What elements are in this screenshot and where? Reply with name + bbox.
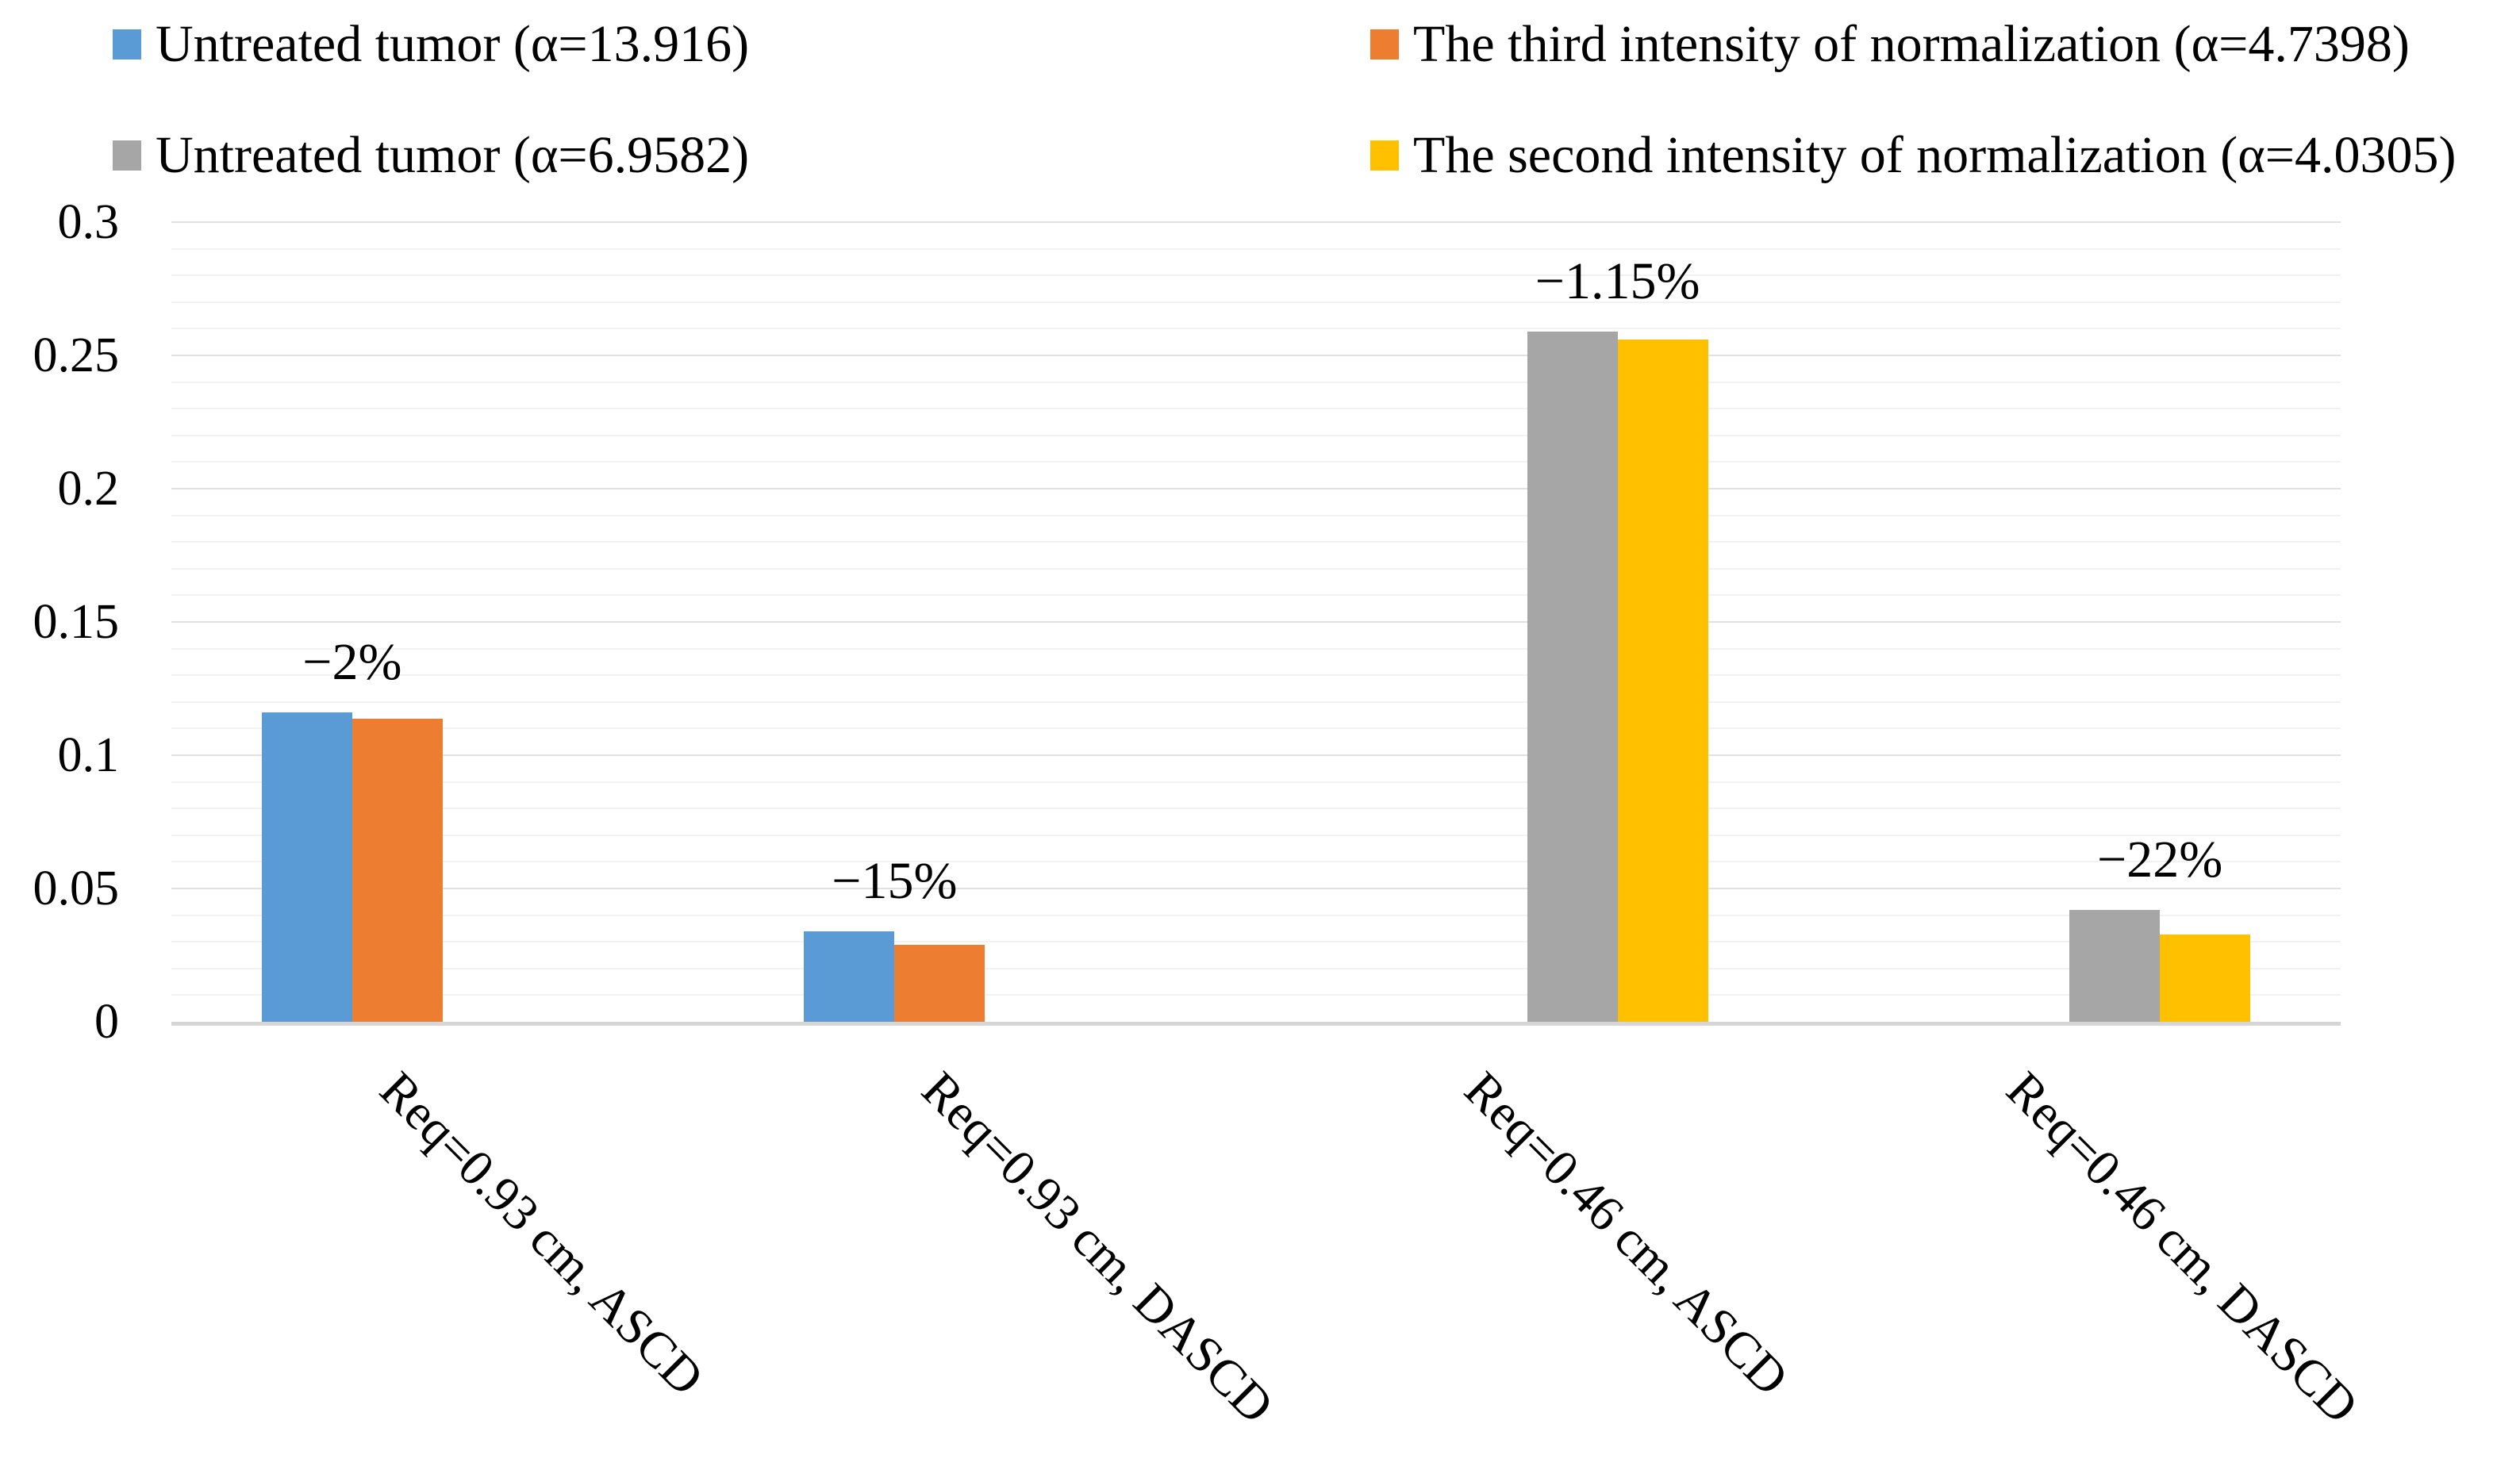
gridline-minor <box>171 861 2341 863</box>
gridline-minor <box>171 967 2341 969</box>
y-tick-label: 0.25 <box>33 328 120 382</box>
bar <box>2069 909 2161 1022</box>
gridline-minor <box>171 781 2341 783</box>
x-category-label: Req=0.93 cm, ASCD <box>369 1061 715 1407</box>
gridline-minor <box>171 434 2341 436</box>
legend-item-untreated-69582: Untreated tumor (α=6.9582) <box>113 127 749 184</box>
x-axis-line <box>171 1022 2341 1026</box>
gridline-minor <box>171 594 2341 597</box>
gridline-major <box>171 754 2341 756</box>
x-category-label: Req=0.93 cm, DASCD <box>911 1061 1285 1434</box>
y-tick-label: 0.3 <box>57 195 120 249</box>
legend-swatch-blue <box>113 29 141 59</box>
gridline-minor <box>171 541 2341 543</box>
legend-swatch-yellow <box>1370 140 1399 171</box>
legend-label: The second intensity of normalization (α… <box>1413 126 2457 184</box>
bar-annotation: −22% <box>2097 830 2223 889</box>
gridline-minor <box>171 381 2341 383</box>
bar-annotation: −15% <box>832 851 958 910</box>
gridline-major <box>171 888 2341 889</box>
legend-label: Untreated tumor (α=13.916) <box>156 15 750 73</box>
gridline-minor <box>171 941 2341 943</box>
gridline-minor <box>171 514 2341 516</box>
x-category-label: Req=0.46 cm, ASCD <box>1454 1061 1800 1407</box>
legend-item-untreated-13916: Untreated tumor (α=13.916) <box>113 16 749 73</box>
gridline-minor <box>171 567 2341 570</box>
gridline-minor <box>171 301 2341 303</box>
y-tick-label: 0 <box>94 995 119 1049</box>
gridline-minor <box>171 248 2341 250</box>
gridline-minor <box>171 914 2341 916</box>
gridline-minor <box>171 700 2341 703</box>
legend-item-second-intensity: The second intensity of normalization (α… <box>1370 127 2457 184</box>
gridline-minor <box>171 461 2341 463</box>
bar <box>2160 934 2251 1022</box>
x-category-label: Req=0.46 cm, DASCD <box>1996 1061 2370 1434</box>
bar <box>261 712 352 1022</box>
y-tick-label: 0.15 <box>33 595 120 649</box>
gridline-minor <box>171 994 2341 996</box>
y-tick-label: 0.2 <box>57 462 120 516</box>
legend-label: The third intensity of normalization (α=… <box>1413 15 2410 73</box>
legend-swatch-orange <box>1370 29 1399 59</box>
gridline-minor <box>171 674 2341 677</box>
gridline-minor <box>171 808 2341 810</box>
gridline-minor <box>171 834 2341 836</box>
bar <box>804 931 895 1022</box>
bar-annotation: −2% <box>302 633 402 692</box>
bar <box>894 944 985 1022</box>
gridline-major <box>171 488 2341 489</box>
gridline-minor <box>171 408 2341 410</box>
legend-item-third-intensity: The third intensity of normalization (α=… <box>1370 16 2410 73</box>
gridline-minor <box>171 647 2341 650</box>
legend-label: Untreated tumor (α=6.9582) <box>156 126 750 184</box>
bar <box>1617 339 1708 1022</box>
legend-swatch-gray <box>113 140 141 171</box>
gridline-major <box>171 221 2341 223</box>
gridline-minor <box>171 274 2341 277</box>
bar <box>1527 331 1618 1022</box>
gridline-minor <box>171 328 2341 330</box>
gridline-major <box>171 621 2341 623</box>
gridline-major <box>171 355 2341 356</box>
bar-annotation: −1.15% <box>1535 251 1700 310</box>
y-tick-label: 0.1 <box>57 728 120 782</box>
gridline-minor <box>171 727 2341 730</box>
bar <box>351 718 443 1022</box>
y-tick-label: 0.05 <box>33 862 120 915</box>
